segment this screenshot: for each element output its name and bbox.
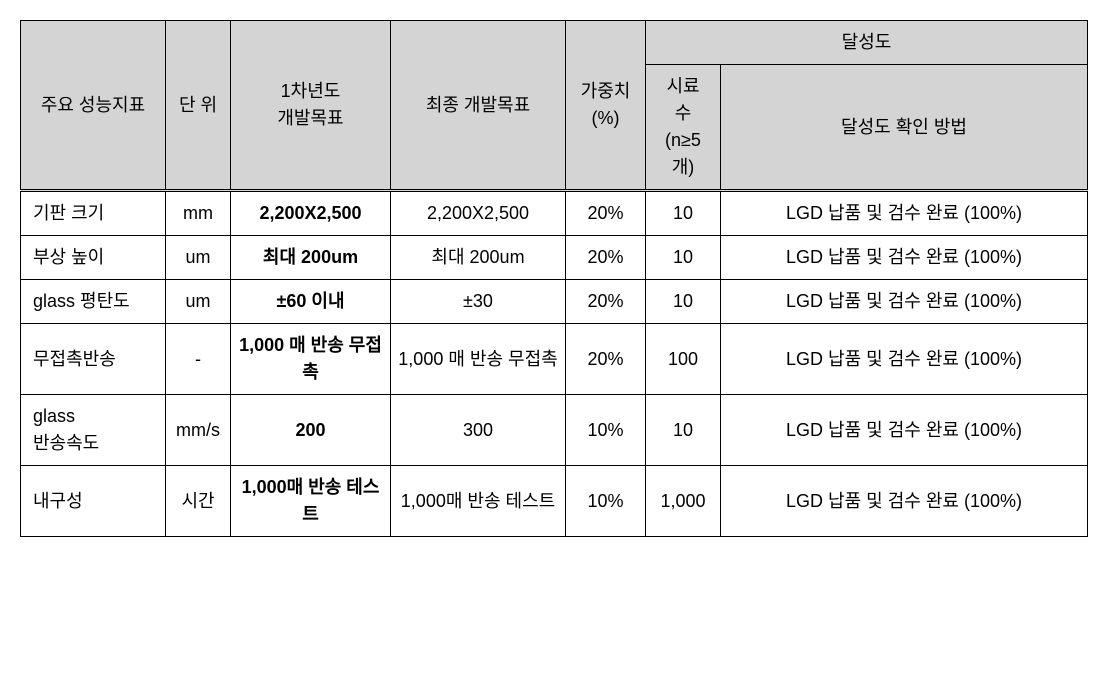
table-row: 부상 높이um최대 200um최대 200um20%10LGD 납품 및 검수 … bbox=[21, 236, 1088, 280]
cell-indicator: 기판 크기 bbox=[21, 191, 166, 236]
cell-weight: 20% bbox=[566, 324, 646, 395]
table-row: 기판 크기mm2,200X2,5002,200X2,50020%10LGD 납품… bbox=[21, 191, 1088, 236]
header-achievement: 달성도 bbox=[646, 21, 1088, 65]
cell-weight: 20% bbox=[566, 236, 646, 280]
cell-sample_count: 10 bbox=[646, 395, 721, 466]
cell-sample_count: 1,000 bbox=[646, 466, 721, 537]
table-row: glass 반송속도mm/s20030010%10LGD 납품 및 검수 완료 … bbox=[21, 395, 1088, 466]
cell-sample_count: 10 bbox=[646, 191, 721, 236]
cell-method: LGD 납품 및 검수 완료 (100%) bbox=[721, 395, 1088, 466]
cell-unit: mm/s bbox=[166, 395, 231, 466]
cell-sample_count: 10 bbox=[646, 280, 721, 324]
cell-final_goal: 1,000매 반송 테스트 bbox=[391, 466, 566, 537]
header-year1: 1차년도 개발목표 bbox=[231, 21, 391, 191]
cell-unit: um bbox=[166, 236, 231, 280]
table-body: 기판 크기mm2,200X2,5002,200X2,50020%10LGD 납품… bbox=[21, 191, 1088, 537]
cell-final_goal: 1,000 매 반송 무접촉 bbox=[391, 324, 566, 395]
cell-unit: 시간 bbox=[166, 466, 231, 537]
table-row: 내구성시간1,000매 반송 테스트1,000매 반송 테스트10%1,000L… bbox=[21, 466, 1088, 537]
cell-indicator: glass 평탄도 bbox=[21, 280, 166, 324]
cell-weight: 20% bbox=[566, 191, 646, 236]
cell-final_goal: ±30 bbox=[391, 280, 566, 324]
cell-year1_goal: 최대 200um bbox=[231, 236, 391, 280]
header-sample-count: 시료 수 (n≥5 개) bbox=[646, 65, 721, 191]
cell-final_goal: 최대 200um bbox=[391, 236, 566, 280]
cell-sample_count: 10 bbox=[646, 236, 721, 280]
cell-final_goal: 2,200X2,500 bbox=[391, 191, 566, 236]
cell-unit: um bbox=[166, 280, 231, 324]
cell-indicator: glass 반송속도 bbox=[21, 395, 166, 466]
header-final: 최종 개발목표 bbox=[391, 21, 566, 191]
table-row: glass 평탄도um±60 이내±3020%10LGD 납품 및 검수 완료 … bbox=[21, 280, 1088, 324]
cell-year1_goal: ±60 이내 bbox=[231, 280, 391, 324]
header-unit: 단 위 bbox=[166, 21, 231, 191]
header-indicator: 주요 성능지표 bbox=[21, 21, 166, 191]
cell-year1_goal: 1,000 매 반송 무접촉 bbox=[231, 324, 391, 395]
cell-indicator: 무접촉반송 bbox=[21, 324, 166, 395]
table-header: 주요 성능지표 단 위 1차년도 개발목표 최종 개발목표 가중치 (%) 달성… bbox=[21, 21, 1088, 191]
cell-method: LGD 납품 및 검수 완료 (100%) bbox=[721, 280, 1088, 324]
header-method: 달성도 확인 방법 bbox=[721, 65, 1088, 191]
performance-table: 주요 성능지표 단 위 1차년도 개발목표 최종 개발목표 가중치 (%) 달성… bbox=[20, 20, 1088, 537]
cell-weight: 10% bbox=[566, 395, 646, 466]
header-weight: 가중치 (%) bbox=[566, 21, 646, 191]
cell-indicator: 부상 높이 bbox=[21, 236, 166, 280]
cell-method: LGD 납품 및 검수 완료 (100%) bbox=[721, 236, 1088, 280]
cell-method: LGD 납품 및 검수 완료 (100%) bbox=[721, 191, 1088, 236]
cell-method: LGD 납품 및 검수 완료 (100%) bbox=[721, 466, 1088, 537]
cell-year1_goal: 1,000매 반송 테스트 bbox=[231, 466, 391, 537]
cell-year1_goal: 2,200X2,500 bbox=[231, 191, 391, 236]
cell-indicator: 내구성 bbox=[21, 466, 166, 537]
cell-sample_count: 100 bbox=[646, 324, 721, 395]
cell-unit: - bbox=[166, 324, 231, 395]
cell-weight: 20% bbox=[566, 280, 646, 324]
cell-unit: mm bbox=[166, 191, 231, 236]
cell-weight: 10% bbox=[566, 466, 646, 537]
cell-year1_goal: 200 bbox=[231, 395, 391, 466]
cell-method: LGD 납품 및 검수 완료 (100%) bbox=[721, 324, 1088, 395]
table-row: 무접촉반송-1,000 매 반송 무접촉1,000 매 반송 무접촉20%100… bbox=[21, 324, 1088, 395]
cell-final_goal: 300 bbox=[391, 395, 566, 466]
